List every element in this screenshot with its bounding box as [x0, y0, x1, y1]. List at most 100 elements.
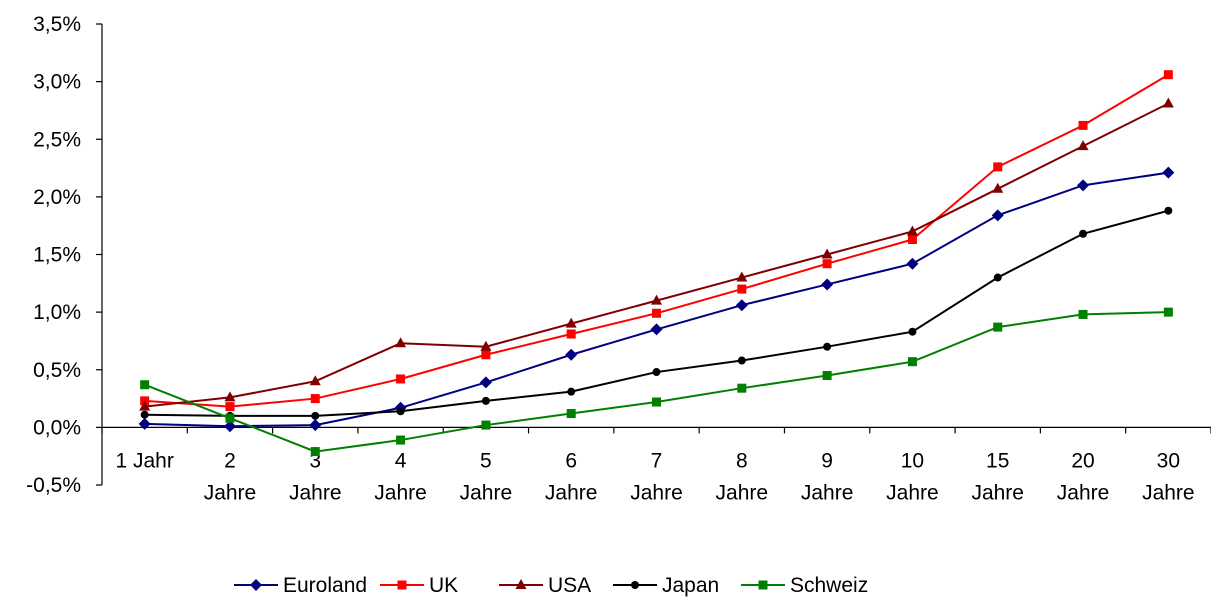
data-point-schweiz: [566, 409, 576, 419]
legend-label-uk: UK: [429, 574, 458, 597]
legend-label-euroland: Euroland: [283, 574, 367, 597]
legend-label-japan: Japan: [662, 574, 719, 597]
data-point-schweiz: [1163, 307, 1173, 317]
data-point-usa: [395, 337, 407, 348]
x-tick-label: 1 Jahr: [115, 449, 173, 472]
y-tick-label: 0,0%: [33, 416, 81, 439]
x-tick-label-line2: Jahre: [886, 481, 939, 504]
data-point-japan: [908, 327, 917, 336]
data-point-euroland: [650, 323, 663, 336]
data-point-japan: [567, 387, 576, 396]
data-point-uk: [310, 394, 320, 404]
data-point-japan: [481, 396, 490, 405]
data-point-schweiz: [140, 380, 150, 390]
x-tick-label-line2: Jahre: [289, 481, 342, 504]
y-tick-label: 0,5%: [33, 359, 81, 382]
x-tick-label: 8: [736, 449, 748, 472]
data-point-usa: [1162, 97, 1174, 108]
x-tick-label: 15: [986, 449, 1009, 472]
y-tick-label: 3,0%: [33, 71, 81, 94]
y-tick-label: 2,0%: [33, 186, 81, 209]
x-tick-label-line2: Jahre: [716, 481, 769, 504]
legend-item-usa: USA: [499, 574, 591, 597]
data-point-schweiz: [737, 383, 747, 393]
legend-item-schweiz: Schweiz: [741, 574, 868, 597]
y-tick-label: 1,0%: [33, 301, 81, 324]
data-point-usa: [565, 317, 577, 328]
series-layer: [138, 70, 1175, 457]
legend-marker: [631, 581, 639, 589]
legend-marker: [397, 580, 407, 590]
x-tick-label-line2: Jahre: [630, 481, 683, 504]
data-point-uk: [566, 329, 576, 339]
data-point-euroland: [565, 348, 578, 361]
data-point-schweiz: [652, 397, 661, 407]
data-point-usa: [480, 340, 492, 351]
series-schweiz: [140, 307, 1173, 457]
y-tick-label: 2,5%: [33, 128, 81, 151]
data-point-usa: [309, 375, 321, 386]
x-tick-label-line2: Jahre: [1142, 481, 1195, 504]
data-point-uk: [225, 402, 235, 412]
data-point-euroland: [309, 419, 322, 432]
series-line-usa: [144, 102, 1169, 408]
x-tick-label-line2: Jahre: [801, 481, 854, 504]
x-tick-label-line2: Jahre: [460, 481, 513, 504]
data-point-usa: [992, 182, 1004, 193]
x-tick-label: 30: [1157, 449, 1180, 472]
y-tick-label: 1,5%: [33, 244, 81, 267]
data-point-japan: [993, 273, 1002, 282]
x-tick-label: 20: [1071, 449, 1094, 472]
y-tick-label: -0,5%: [26, 474, 81, 497]
legend: Euroland UK USA Japan Schweiz: [234, 574, 868, 597]
data-point-uk: [822, 259, 832, 269]
x-tick-label-line2: Jahre: [374, 481, 427, 504]
legend-item-japan: Japan: [613, 574, 719, 597]
legend-label-usa: USA: [548, 574, 591, 597]
data-point-uk: [737, 284, 747, 294]
legend-item-euroland: Euroland: [234, 574, 367, 597]
x-tick-label: 2: [224, 449, 236, 472]
data-point-uk: [907, 235, 917, 245]
series-line-uk: [144, 73, 1169, 408]
data-point-euroland: [906, 257, 919, 270]
data-point-uk: [652, 308, 661, 318]
data-point-usa: [821, 248, 833, 259]
y-axis-ticks: -0,5% 0,0% 0,5% 1,0% 1,5% 2,0% 2,5% 3,0% 3,5%: [26, 13, 102, 497]
data-point-schweiz: [822, 371, 832, 381]
data-point-uk: [396, 374, 406, 384]
data-point-japan: [396, 407, 405, 416]
data-point-schweiz: [481, 420, 491, 430]
data-point-usa: [906, 225, 918, 236]
data-point-euroland: [1162, 166, 1175, 179]
x-tick-label: 10: [901, 449, 924, 472]
legend-marker: [515, 579, 527, 589]
data-point-schweiz: [396, 435, 406, 445]
x-tick-label: 5: [480, 449, 492, 472]
legend-marker: [250, 579, 262, 591]
series-usa: [139, 97, 1174, 411]
series-japan: [140, 206, 1173, 420]
x-axis-ticks: 1 Jahr 2 Jahre 3 Jahre 4 Jahre 5 Jahre 6 Jahre 7 Jah…: [101, 427, 1211, 504]
data-point-uk: [481, 350, 491, 360]
data-point-euroland: [991, 209, 1004, 222]
data-point-euroland: [479, 376, 492, 389]
data-point-japan: [823, 342, 832, 351]
data-point-japan: [737, 356, 746, 365]
data-point-usa: [224, 391, 236, 402]
series-uk: [140, 70, 1173, 412]
data-point-schweiz: [310, 447, 320, 457]
x-tick-label-line2: Jahre: [1057, 481, 1110, 504]
x-tick-label: 4: [395, 449, 407, 472]
data-point-schweiz: [907, 357, 917, 367]
data-point-schweiz: [993, 322, 1003, 332]
data-point-euroland: [223, 420, 236, 433]
data-point-usa: [736, 271, 748, 282]
data-point-uk: [1078, 120, 1088, 130]
data-point-japan: [652, 368, 661, 377]
data-point-schweiz: [1078, 309, 1088, 319]
x-tick-label-line2: Jahre: [971, 481, 1024, 504]
legend-label-schweiz: Schweiz: [790, 574, 868, 597]
legend-marker: [758, 580, 768, 590]
